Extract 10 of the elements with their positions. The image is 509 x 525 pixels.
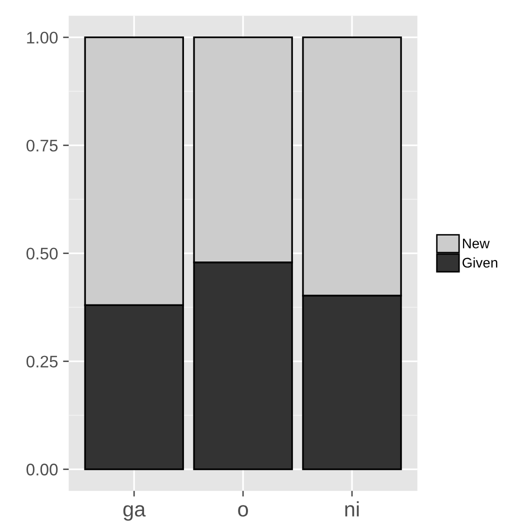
y-tick-label: 0.50 [26, 248, 58, 260]
y-tick-label: 0.75 [26, 140, 58, 152]
y-tick-label: 0.00 [26, 464, 58, 476]
x-tick-label: ni [345, 501, 359, 516]
legend-label: New [462, 238, 490, 248]
legend-label: Given [462, 257, 498, 268]
x-tick-label: ga [123, 505, 146, 521]
y-tick-label: 1.00 [27, 32, 58, 44]
x-tick-label: o [238, 505, 248, 517]
y-tick-label: 0.25 [26, 356, 58, 368]
